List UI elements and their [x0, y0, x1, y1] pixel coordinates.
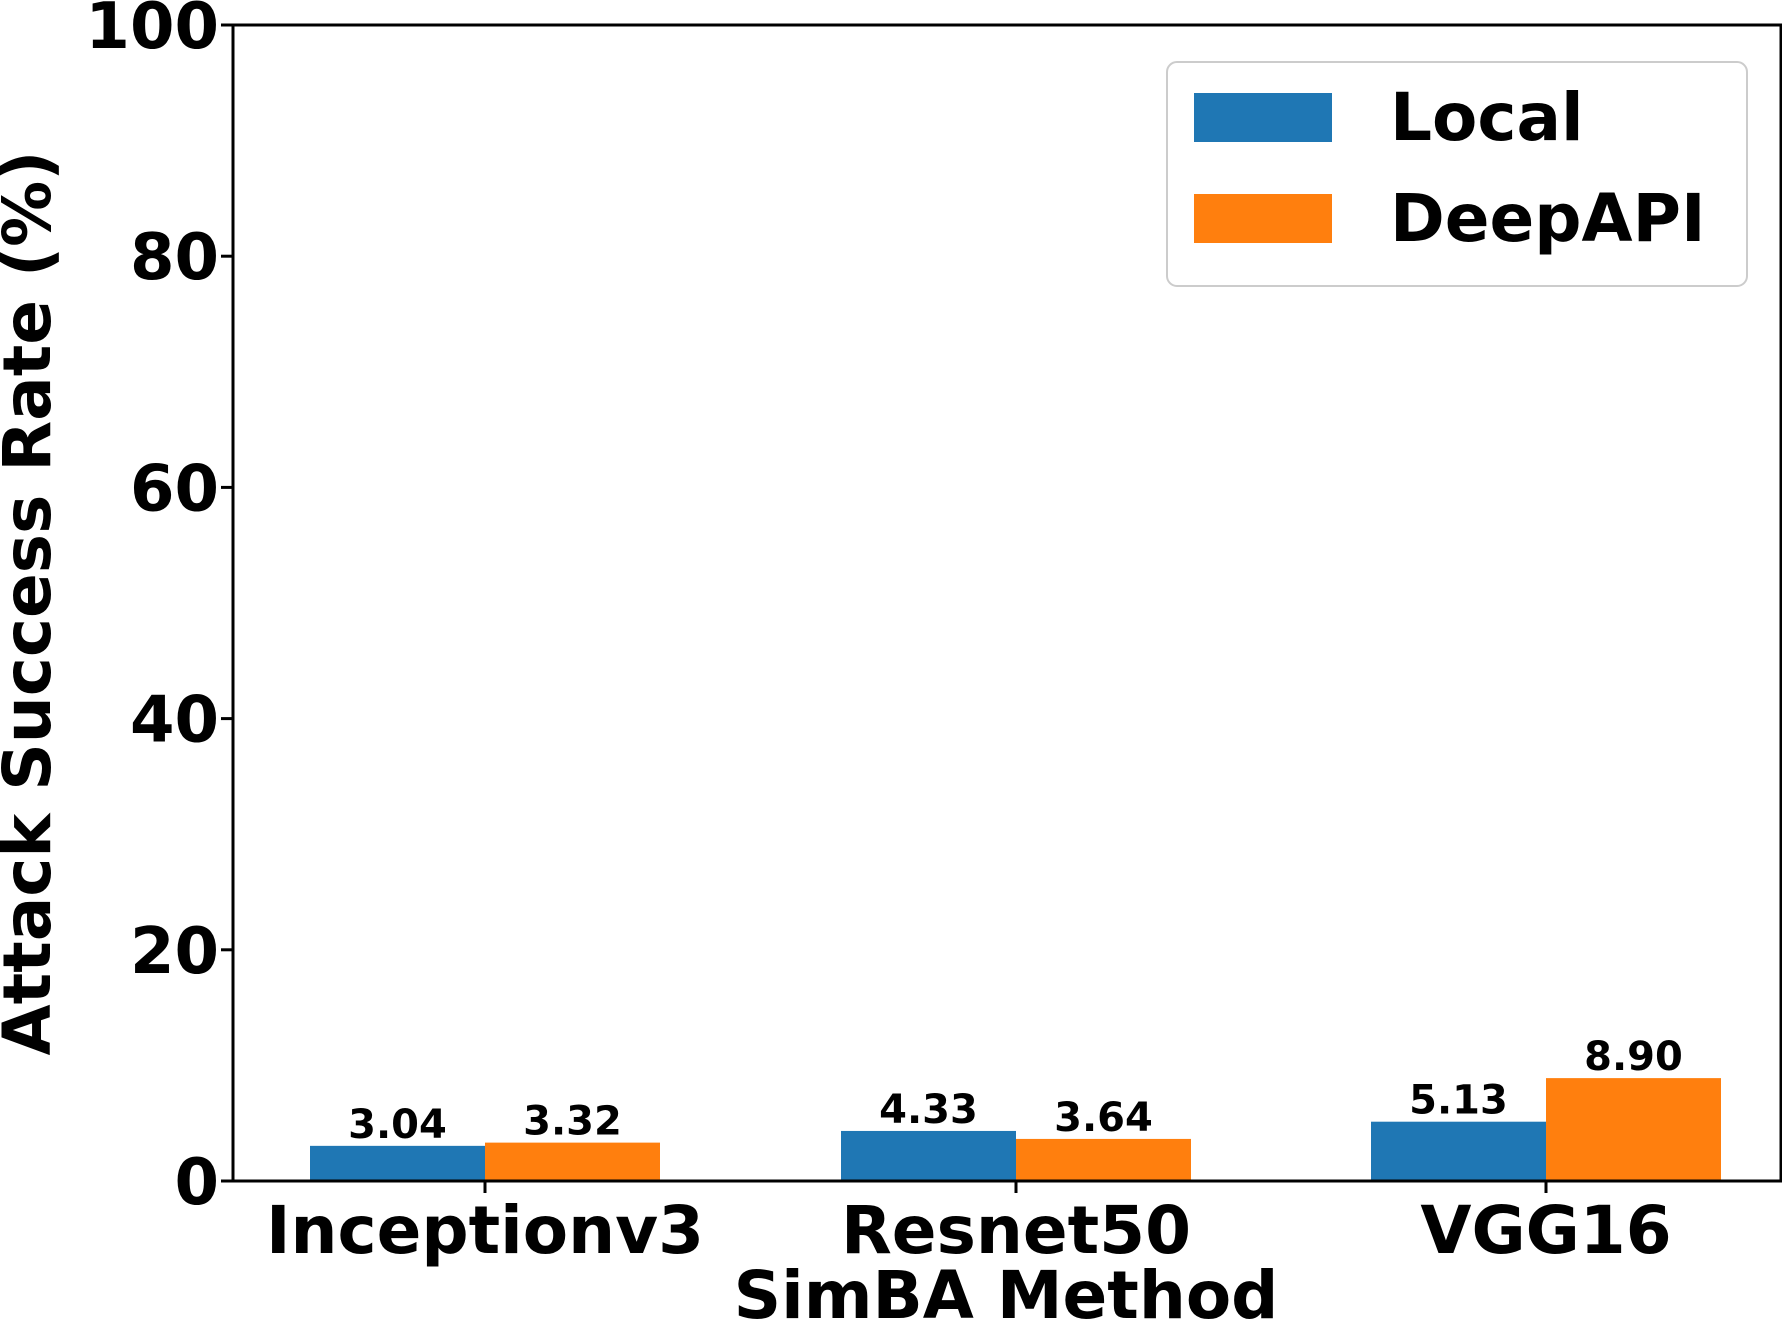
x-axis-title: SimBA Method [734, 1257, 1279, 1333]
legend-label-local: Local [1390, 79, 1584, 156]
y-axis-title: Attack Success Rate (%) [0, 151, 66, 1056]
bar-local-resnet50 [841, 1130, 1016, 1181]
bar-deepapi-resnet50 [1016, 1138, 1191, 1181]
bar-labels-layer: 3.04 3.32 4.33 3.64 5.13 8.90 [348, 1034, 1683, 1148]
x-axis: Inceptionv3 Resnet50 VGG16 [266, 1181, 1672, 1269]
bar-value-label: 4.33 [879, 1087, 978, 1133]
legend-swatch-deepapi [1194, 194, 1332, 243]
y-tick-label: 20 [130, 915, 219, 989]
bar-deepapi-vgg16 [1546, 1078, 1721, 1181]
y-tick-label: 80 [130, 221, 219, 295]
bars-layer [310, 1078, 1721, 1181]
y-tick-label: 40 [130, 684, 219, 758]
bar-value-label: 3.64 [1054, 1095, 1153, 1141]
x-tick-label: Resnet50 [841, 1192, 1191, 1269]
bar-value-label: 8.90 [1584, 1034, 1683, 1080]
x-tick-label: VGG16 [1420, 1192, 1671, 1269]
bar-local-inceptionv3 [310, 1145, 485, 1181]
legend: Local DeepAPI [1166, 61, 1748, 287]
plot-frame [231, 23, 1782, 1183]
y-tick-label: 60 [130, 452, 219, 526]
legend-label-deepapi: DeepAPI [1390, 180, 1706, 257]
bar-deepapi-inceptionv3 [485, 1142, 660, 1181]
bar-value-label: 3.32 [523, 1099, 622, 1145]
bar-value-label: 5.13 [1409, 1078, 1508, 1124]
x-tick-label: Inceptionv3 [266, 1192, 704, 1269]
legend-swatch-local [1194, 93, 1332, 142]
y-axis: 0 20 40 60 80 100 [85, 0, 233, 1220]
bar-value-label: 3.04 [348, 1102, 447, 1148]
y-tick-label: 100 [85, 0, 219, 64]
y-tick-label: 0 [174, 1146, 219, 1220]
bar-local-vgg16 [1371, 1121, 1546, 1181]
